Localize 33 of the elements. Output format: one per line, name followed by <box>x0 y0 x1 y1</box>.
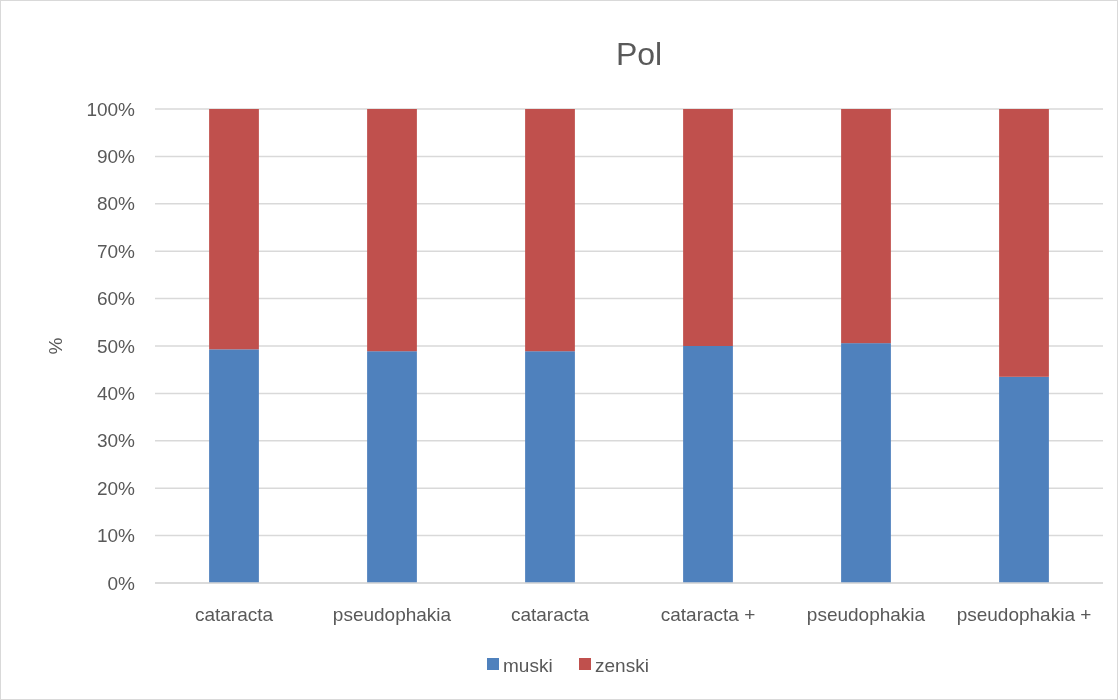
y-tick-label: 30% <box>96 430 136 452</box>
bar <box>841 343 891 583</box>
bar <box>209 109 259 350</box>
x-tick-label: cataracta <box>510 604 590 625</box>
bar <box>367 109 417 352</box>
y-axis-title: % <box>45 337 66 355</box>
x-tick-label: cataracta + <box>660 604 756 625</box>
y-tick-label: 80% <box>96 193 136 215</box>
chart-title: Pol <box>615 36 663 72</box>
y-tick-label: 50% <box>96 335 136 357</box>
bar <box>525 109 575 352</box>
bar <box>367 351 417 583</box>
y-tick-label: 60% <box>96 288 136 310</box>
x-tick-label: pseudophakia + <box>956 604 1092 625</box>
y-tick-label: 70% <box>96 240 136 262</box>
y-tick-label: 100% <box>86 98 136 120</box>
bar <box>525 351 575 583</box>
x-tick-label: cataracta <box>194 604 274 625</box>
y-tick-label: 20% <box>96 477 136 499</box>
y-tick-label: 90% <box>96 146 136 168</box>
x-tick-label: pseudophakia <box>806 604 926 625</box>
bar <box>999 109 1049 377</box>
bar <box>209 349 259 583</box>
bar <box>683 346 733 583</box>
legend-label: zenski <box>595 654 649 676</box>
y-tick-label: 0% <box>107 572 136 594</box>
bar <box>841 109 891 344</box>
x-tick-label: pseudophakia <box>332 604 452 625</box>
bar <box>683 109 733 346</box>
y-tick-label: 10% <box>96 525 136 547</box>
bar <box>999 376 1049 583</box>
y-tick-label: 40% <box>96 383 136 405</box>
legend-label: muski <box>503 654 553 676</box>
